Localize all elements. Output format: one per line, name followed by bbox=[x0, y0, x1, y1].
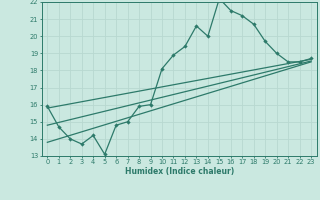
X-axis label: Humidex (Indice chaleur): Humidex (Indice chaleur) bbox=[124, 167, 234, 176]
